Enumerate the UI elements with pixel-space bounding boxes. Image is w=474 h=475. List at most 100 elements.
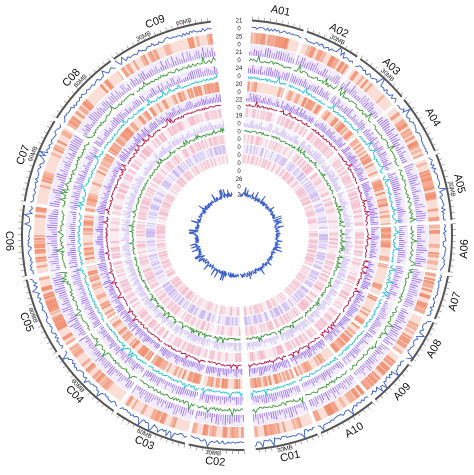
bar-mark: [142, 369, 148, 378]
bar-mark: [109, 340, 116, 346]
bar-mark: [335, 325, 339, 329]
heatmap-cell: [182, 148, 189, 158]
bar-mark: [128, 107, 133, 112]
heatmap-cell: [284, 301, 291, 310]
heatmap-cell: [212, 110, 216, 120]
bar-mark: [102, 107, 107, 112]
bar-mark: [322, 165, 327, 170]
bar-mark: [309, 63, 314, 71]
heatmap-cell: [160, 184, 169, 191]
heatmap-cell: [266, 111, 271, 122]
bar-mark: [122, 248, 130, 251]
karyotype-arc: [116, 412, 186, 445]
bar-track: [280, 99, 317, 124]
heatmap-track: [312, 384, 365, 422]
bar-mark: [327, 292, 333, 296]
heatmap-cell: [219, 135, 222, 145]
heatmap-cell: [340, 290, 350, 297]
heatmap-cell: [86, 200, 97, 205]
heatmap-cell: [206, 312, 211, 322]
bar-mark: [190, 133, 193, 137]
bar-mark: [121, 91, 125, 96]
bar-mark: [328, 389, 331, 394]
heatmap-cell: [216, 82, 220, 93]
heatmap-cell: [146, 224, 156, 227]
heatmap-cell: [249, 305, 253, 315]
bar-mark: [131, 325, 139, 332]
bar-mark: [319, 339, 325, 347]
bar-mark: [328, 173, 335, 179]
bar-mark: [121, 84, 129, 93]
bar-mark: [268, 365, 271, 371]
bar-mark: [202, 411, 205, 416]
heatmap-cell: [319, 144, 328, 153]
heatmap-cell: [83, 242, 94, 246]
bar-mark: [374, 319, 382, 325]
heatmap-cell: [140, 202, 150, 207]
bar-mark: [196, 363, 199, 369]
heatmap-cell: [281, 302, 289, 312]
bar-mark: [342, 259, 351, 262]
bar-mark: [75, 272, 80, 274]
heatmap-cell: [222, 305, 226, 315]
bar-mark: [377, 152, 381, 155]
heatmap-cell: [325, 209, 335, 213]
bar-mark: [257, 97, 259, 103]
heatmap-cell: [173, 280, 182, 287]
heatmap-cell: [300, 197, 310, 203]
heatmap-cell: [307, 217, 317, 221]
heatmap-cell: [264, 111, 269, 121]
heatmap-cell: [99, 300, 110, 306]
heatmap-cell: [147, 249, 157, 253]
heatmap-cell: [348, 192, 358, 198]
heatmap-cell: [306, 213, 316, 217]
bar-mark: [169, 78, 174, 87]
bar-mark: [406, 294, 413, 298]
bar-mark: [124, 202, 134, 206]
heatmap-cell: [282, 313, 290, 323]
heatmap-cell: [394, 118, 405, 128]
bar-mark: [70, 141, 81, 148]
heatmap-cell: [335, 122, 345, 132]
heatmap-cell: [247, 154, 250, 164]
heatmap-cell: [49, 309, 61, 316]
heatmap-cell: [320, 272, 330, 278]
bar-mark: [396, 317, 406, 324]
heatmap-cell: [52, 316, 65, 324]
bar-mark: [205, 52, 207, 58]
bar-mark: [115, 117, 122, 123]
bar-mark: [306, 115, 311, 122]
bar-mark: [191, 409, 194, 416]
bar-mark: [131, 362, 139, 371]
bar-mark: [116, 114, 123, 121]
heatmap-cell: [208, 137, 213, 147]
heatmap-cell: [208, 376, 212, 387]
heatmap-cell: [280, 116, 286, 126]
heatmap-cell: [174, 168, 182, 176]
heatmap-cell: [183, 313, 190, 322]
bar-mark: [307, 61, 312, 70]
bar-mark: [109, 182, 114, 185]
bar-mark: [336, 141, 343, 147]
line-track: [251, 26, 302, 39]
heatmap-cell: [315, 257, 325, 261]
bar-mark: [149, 70, 153, 77]
heatmap-cell: [193, 154, 200, 164]
heatmap-cell: [133, 159, 143, 167]
bar-mark: [214, 97, 217, 103]
bar-mark: [302, 114, 306, 119]
bar-mark: [60, 181, 65, 184]
scale-tick: [300, 441, 302, 445]
scale-tick: [183, 22, 185, 26]
bar-mark: [58, 178, 66, 182]
bar-mark: [314, 85, 320, 94]
bar-mark: [333, 283, 338, 287]
bar-mark: [369, 211, 376, 214]
bar-mark: [368, 260, 372, 262]
bar-mark: [101, 103, 109, 110]
bar-mark: [109, 290, 116, 294]
heatmap-cell: [139, 346, 148, 357]
line-track: [60, 272, 91, 331]
heatmap-cell: [306, 168, 314, 175]
bar-mark: [215, 395, 218, 402]
